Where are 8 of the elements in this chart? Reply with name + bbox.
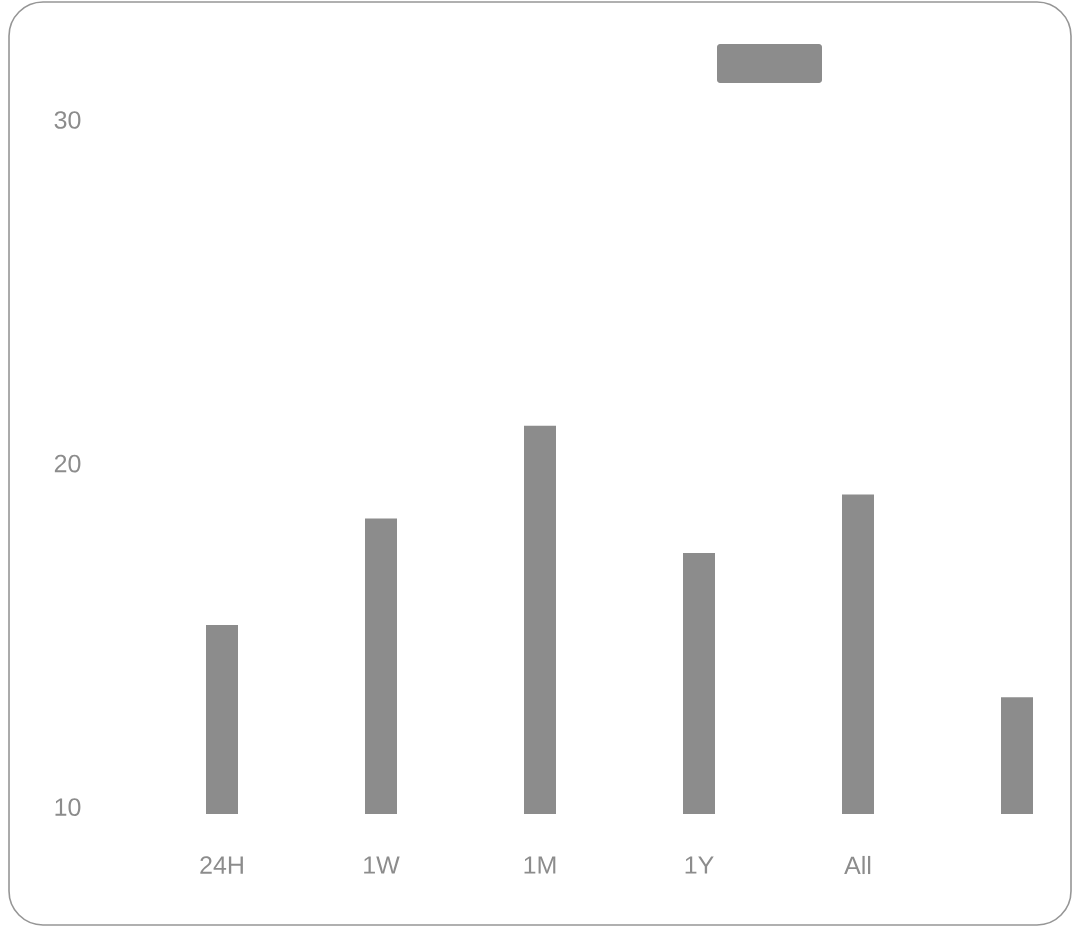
- x-tick-label: 1M: [524, 856, 556, 874]
- x-tick-label: All: [844, 855, 871, 875]
- y-tick-label: 10: [55, 798, 81, 816]
- y-tick-label: 20: [54, 454, 81, 473]
- y-tick-label: 30: [54, 111, 81, 129]
- x-tick-label: 24H: [200, 856, 243, 874]
- x-tick-label: 1W: [364, 856, 400, 874]
- x-tick-label: 1Y: [685, 856, 714, 874]
